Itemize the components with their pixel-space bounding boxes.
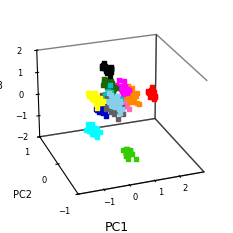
- Text: PC1: PC1: [104, 221, 129, 233]
- Y-axis label: PC2: PC2: [13, 190, 32, 200]
